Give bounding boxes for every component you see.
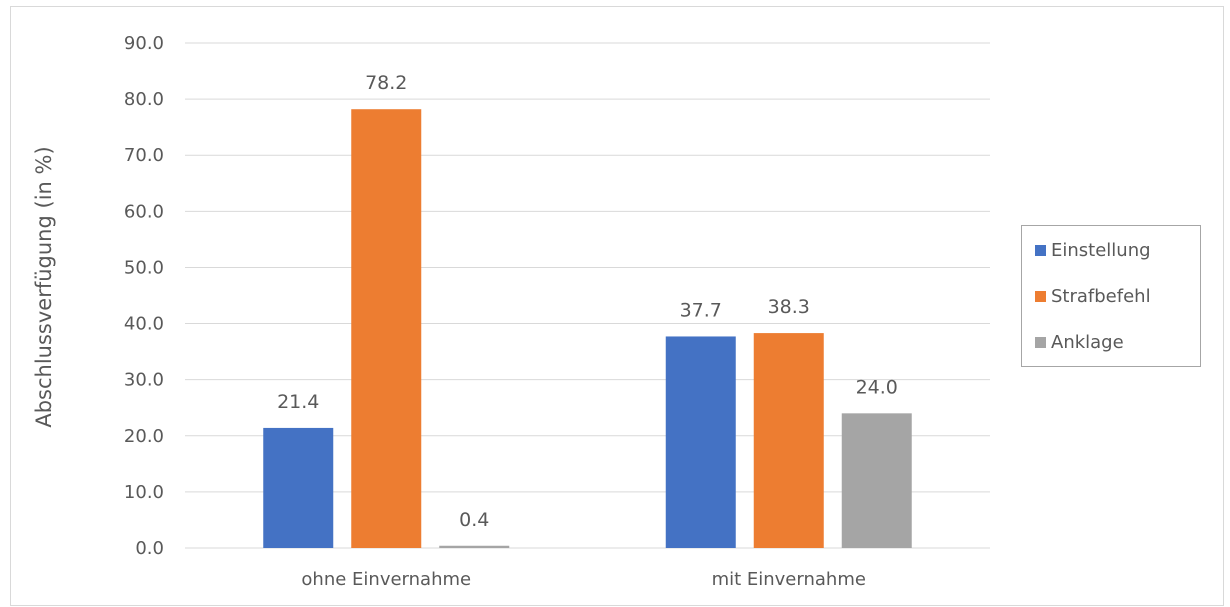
- legend-item-anklage: Anklage: [1035, 330, 1124, 354]
- bar-strafbefehl-1: [351, 109, 422, 548]
- y-tick-label: 70.0: [124, 145, 164, 166]
- bar-anklage-1: [439, 545, 510, 548]
- y-tick-label: 40.0: [124, 314, 164, 335]
- bar-anklage-2: [841, 413, 912, 548]
- y-tick-label: 60.0: [124, 201, 164, 222]
- y-tick-label: 50.0: [124, 257, 164, 278]
- data-label: 37.7: [680, 299, 722, 321]
- x-tick-label: mit Einvernahme: [712, 569, 866, 590]
- data-label: 38.3: [768, 296, 810, 318]
- bar-strafbefehl-2: [753, 333, 824, 548]
- legend-swatch-einstellung: [1035, 244, 1046, 256]
- bar-einstellung-2: [665, 336, 736, 548]
- y-tick-label: 30.0: [124, 370, 164, 391]
- x-axis-ticks: ohne Einvernahme mit Einvernahme: [301, 569, 866, 590]
- data-label: 24.0: [856, 376, 898, 398]
- legend-item-einstellung: Einstellung: [1035, 238, 1151, 262]
- bar-value-labels: 21.4 78.2 0.4 37.7 38.3 24.0: [277, 72, 898, 531]
- legend-label-strafbefehl: Strafbefehl: [1051, 285, 1151, 307]
- data-label: 78.2: [365, 72, 407, 94]
- x-tick-label: ohne Einvernahme: [301, 569, 471, 590]
- data-label: 0.4: [459, 509, 489, 531]
- y-tick-label: 10.0: [124, 482, 164, 503]
- bars: [263, 109, 912, 548]
- legend: Einstellung Strafbefehl Anklage: [1021, 225, 1201, 367]
- y-tick-label: 20.0: [124, 426, 164, 447]
- legend-label-anklage: Anklage: [1051, 331, 1124, 353]
- legend-swatch-anklage: [1035, 336, 1046, 348]
- legend-item-strafbefehl: Strafbefehl: [1035, 284, 1151, 308]
- y-tick-label: 80.0: [124, 89, 164, 110]
- y-tick-label: 90.0: [124, 33, 164, 54]
- data-label: 21.4: [277, 391, 319, 413]
- y-axis-label: Abschlussverfügung (in %): [32, 146, 56, 427]
- bar-einstellung-1: [263, 427, 334, 548]
- legend-swatch-strafbefehl: [1035, 290, 1046, 302]
- y-axis-ticks: 0.0 10.0 20.0 30.0 40.0 50.0 60.0 70.0 80.0 90.0: [124, 33, 164, 559]
- y-tick-label: 0.0: [135, 538, 164, 559]
- legend-label-einstellung: Einstellung: [1051, 239, 1151, 261]
